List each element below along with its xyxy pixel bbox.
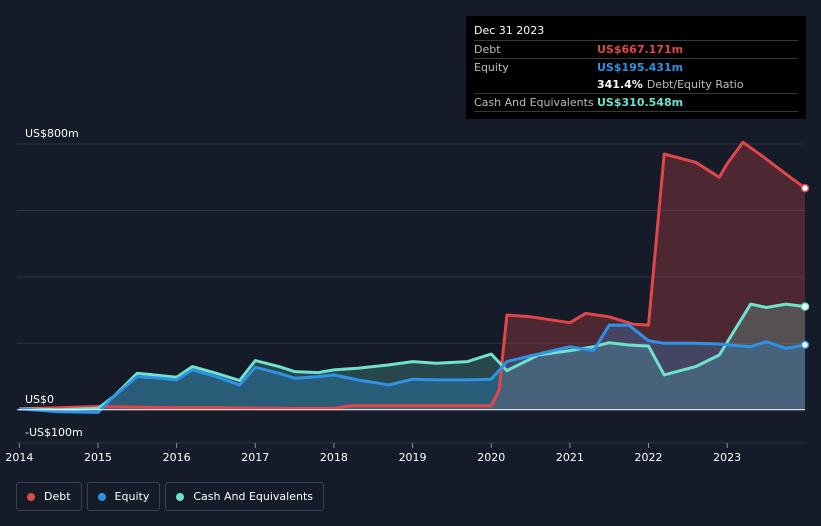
series-line-debt [19, 140, 806, 411]
end-marker-cash [800, 302, 810, 311]
chart-lines [17, 140, 806, 414]
legend-dot-debt [27, 492, 35, 501]
tooltip-value-ratio: 341.4% [597, 78, 643, 91]
series-line-equity [19, 323, 806, 414]
legend-item-equity[interactable]: Equity [86, 482, 161, 511]
tooltip-row-debt: Debt US$667.171m [474, 41, 798, 59]
area-cash [19, 304, 805, 410]
legend-label-equity: Equity [114, 490, 150, 503]
data-tooltip: Dec 31 2023 Debt US$667.171m Equity US$1… [466, 16, 806, 119]
chart-legend: Debt Equity Cash And Equivalents [16, 482, 324, 511]
x-tick-label: 2020 [477, 451, 505, 464]
tooltip-label-ratio [474, 76, 597, 93]
legend-dot-equity [97, 492, 106, 501]
tooltip-row-cash: Cash And Equivalents US$310.548m [474, 94, 798, 112]
x-tick-label: 2015 [84, 451, 112, 464]
chart-end-markers [800, 183, 810, 350]
tooltip-row-ratio: 341.4% Debt/Equity Ratio [474, 76, 798, 94]
x-tick-label: 2022 [635, 451, 663, 464]
tooltip-label-cash: Cash And Equivalents [474, 96, 594, 109]
tooltip-value-debt: US$667.171m [597, 43, 684, 56]
end-marker-equity [800, 340, 810, 350]
tooltip-label-equity: Equity [474, 61, 509, 74]
y-tick-label: US$0 [25, 393, 54, 406]
y-tick-label: -US$100m [25, 426, 83, 439]
x-tick-label: 2023 [713, 451, 741, 464]
y-tick-label: US$800m [25, 127, 79, 140]
x-tick-label: 2018 [320, 451, 348, 464]
x-tick-label: 2021 [556, 451, 584, 464]
legend-label-cash: Cash And Equivalents [193, 490, 313, 503]
legend-item-debt[interactable]: Debt [16, 482, 82, 511]
legend-dot-cash [176, 492, 185, 501]
tooltip-row-equity: Equity US$195.431m [474, 59, 798, 76]
legend-item-cash[interactable]: Cash And Equivalents [165, 482, 324, 511]
chart-axes: US$800m US$0 -US$100m 2014 2015 2016 2017 2018 2… [5, 127, 741, 464]
tooltip-ratio-suffix: Debt/Equity Ratio [646, 78, 744, 91]
end-marker-debt [800, 183, 810, 193]
tooltip-value-cash: US$310.548m [597, 96, 684, 109]
x-tick-label: 2016 [163, 451, 191, 464]
x-tick-label: 2017 [241, 451, 269, 464]
x-tick-label: 2019 [399, 451, 427, 464]
area-equity [19, 325, 805, 413]
series-line-cash [19, 302, 806, 412]
x-tick-label: 2014 [5, 451, 33, 464]
tooltip-value-equity: US$195.431m [597, 61, 684, 74]
tooltip-label-debt: Debt [474, 43, 501, 56]
tooltip-date: Dec 31 2023 [474, 22, 798, 41]
legend-label-debt: Debt [44, 490, 71, 503]
